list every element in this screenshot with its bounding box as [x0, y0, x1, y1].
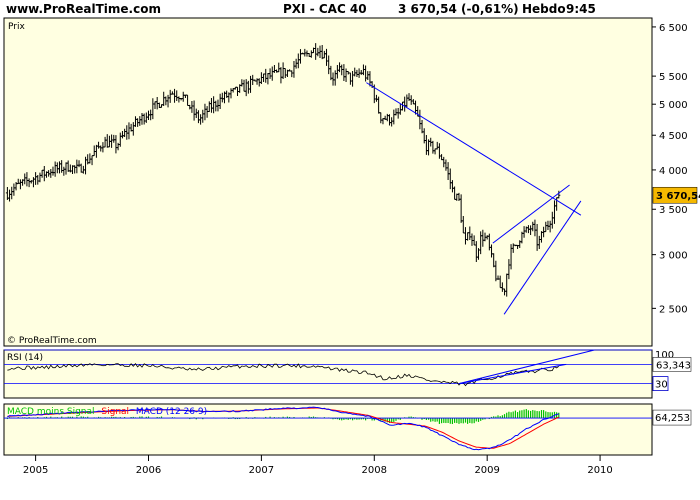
rsi-upper-trend-line — [458, 349, 595, 385]
time-axis: 2005 2006 2007 2008 2009 2010 — [4, 454, 652, 476]
macd-panel-label: MACD moins Signal Signal MACD (12 26 9) — [7, 407, 207, 417]
macd-value-badge: 64,253 — [652, 409, 692, 426]
rsi-value-badge-box — [652, 357, 692, 372]
period-label: Hebdo — [522, 2, 566, 16]
price-tick-label: 3 000 — [659, 251, 688, 262]
price-tick-label: 4 500 — [659, 131, 688, 142]
last-price-badge-box — [652, 186, 698, 204]
price-tick-label: 6 500 — [659, 23, 688, 34]
rsi-panel-background — [3, 349, 653, 399]
clock-time: 9:45 — [566, 2, 596, 16]
instrument-name: PXI - CAC 40 — [283, 2, 367, 16]
resistance-line — [366, 82, 582, 216]
price-panel-label: Prix — [8, 22, 25, 32]
price-trendlines — [366, 82, 582, 315]
price-tick-label: 4 000 — [659, 166, 688, 177]
time-tick-label: 2005 — [23, 465, 48, 476]
time-tick-label: 2009 — [474, 465, 499, 476]
price-axis-ticks: 2 500 3 000 3 500 4 000 4 500 5 000 5 500 6 500 — [652, 23, 688, 315]
time-tick-label: 2008 — [362, 465, 387, 476]
price-tick-label: 2 500 — [659, 304, 688, 315]
macd-panel: MACD moins Signal Signal MACD (12 26 9) … — [3, 403, 692, 456]
macd-signal-line — [7, 407, 560, 449]
rsi-line — [7, 363, 560, 387]
rsi-level-30-box — [652, 376, 669, 392]
price-panel: Prix © ProRealTime.com 2 500 3 000 3 500 4 … — [3, 17, 700, 347]
rsi-level-30-label: 30 — [655, 380, 668, 391]
site-name: www.ProRealTime.com — [6, 2, 161, 16]
time-tick-label: 2010 — [587, 465, 612, 476]
macd-value-badge-box — [652, 409, 692, 426]
watermark: © ProRealTime.com — [7, 336, 97, 346]
channel-upper-line — [492, 184, 570, 244]
last-price-badge: 3 670,54 — [652, 186, 700, 204]
last-price-badge-text: 3 670,54 — [656, 191, 700, 202]
rsi-level-100-label: 100 — [655, 350, 674, 361]
price-bars — [5, 43, 561, 297]
macd-value-badge-text: 64,253 — [655, 413, 690, 424]
price-panel-background — [3, 17, 653, 347]
quote-readout: 3 670,54 (-0,61%) — [398, 2, 519, 16]
price-bar — [557, 190, 561, 199]
rsi-panel-label: RSI (14) — [7, 353, 43, 363]
rsi-level-30-badge: 30 — [652, 376, 669, 392]
rsi-value-badge: 63,343 — [652, 357, 692, 372]
rsi-trendlines — [458, 349, 595, 385]
price-tick-label: 5 500 — [659, 72, 688, 83]
time-tick-label: 2007 — [249, 465, 274, 476]
rsi-lower-trend-line — [458, 363, 567, 385]
macd-label-macd: MACD (12 26 9) — [136, 407, 207, 417]
price-tick-label: 5 000 — [659, 100, 688, 111]
rsi-value-badge-text: 63,343 — [656, 360, 691, 371]
price-tick-label: 3 500 — [659, 205, 688, 216]
channel-lower-line — [503, 200, 582, 315]
macd-label-hist: MACD moins Signal — [7, 407, 95, 417]
time-tick-label: 2006 — [136, 465, 161, 476]
macd-line — [7, 406, 559, 451]
macd-label-signal: Signal — [101, 407, 129, 417]
rsi-level-lines — [4, 349, 652, 385]
rsi-panel: RSI (14) 100 63,343 30 — [3, 349, 692, 399]
